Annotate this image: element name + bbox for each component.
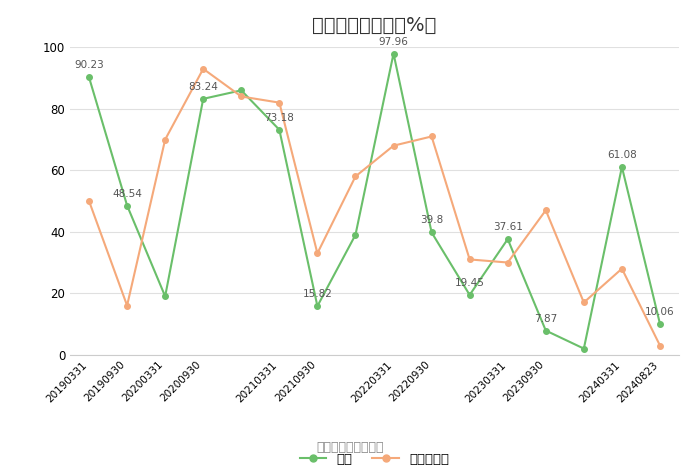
Text: 90.23: 90.23 xyxy=(74,61,104,70)
Title: 市净率历史分位（%）: 市净率历史分位（%） xyxy=(312,16,437,35)
Text: 83.24: 83.24 xyxy=(188,82,218,92)
Text: 19.45: 19.45 xyxy=(455,278,484,288)
Text: 数据来源：恒生聚源: 数据来源：恒生聚源 xyxy=(316,441,384,454)
Text: 97.96: 97.96 xyxy=(379,36,409,47)
Text: 39.8: 39.8 xyxy=(420,215,443,226)
Text: 73.18: 73.18 xyxy=(265,113,294,123)
Text: 10.06: 10.06 xyxy=(645,307,675,317)
Text: 37.61: 37.61 xyxy=(493,222,523,232)
Text: 48.54: 48.54 xyxy=(112,189,142,199)
Text: 7.87: 7.87 xyxy=(534,314,557,324)
Text: 15.82: 15.82 xyxy=(302,289,332,299)
Text: 61.08: 61.08 xyxy=(607,150,637,160)
Legend: 公司, 行业中位数: 公司, 行业中位数 xyxy=(295,447,454,471)
